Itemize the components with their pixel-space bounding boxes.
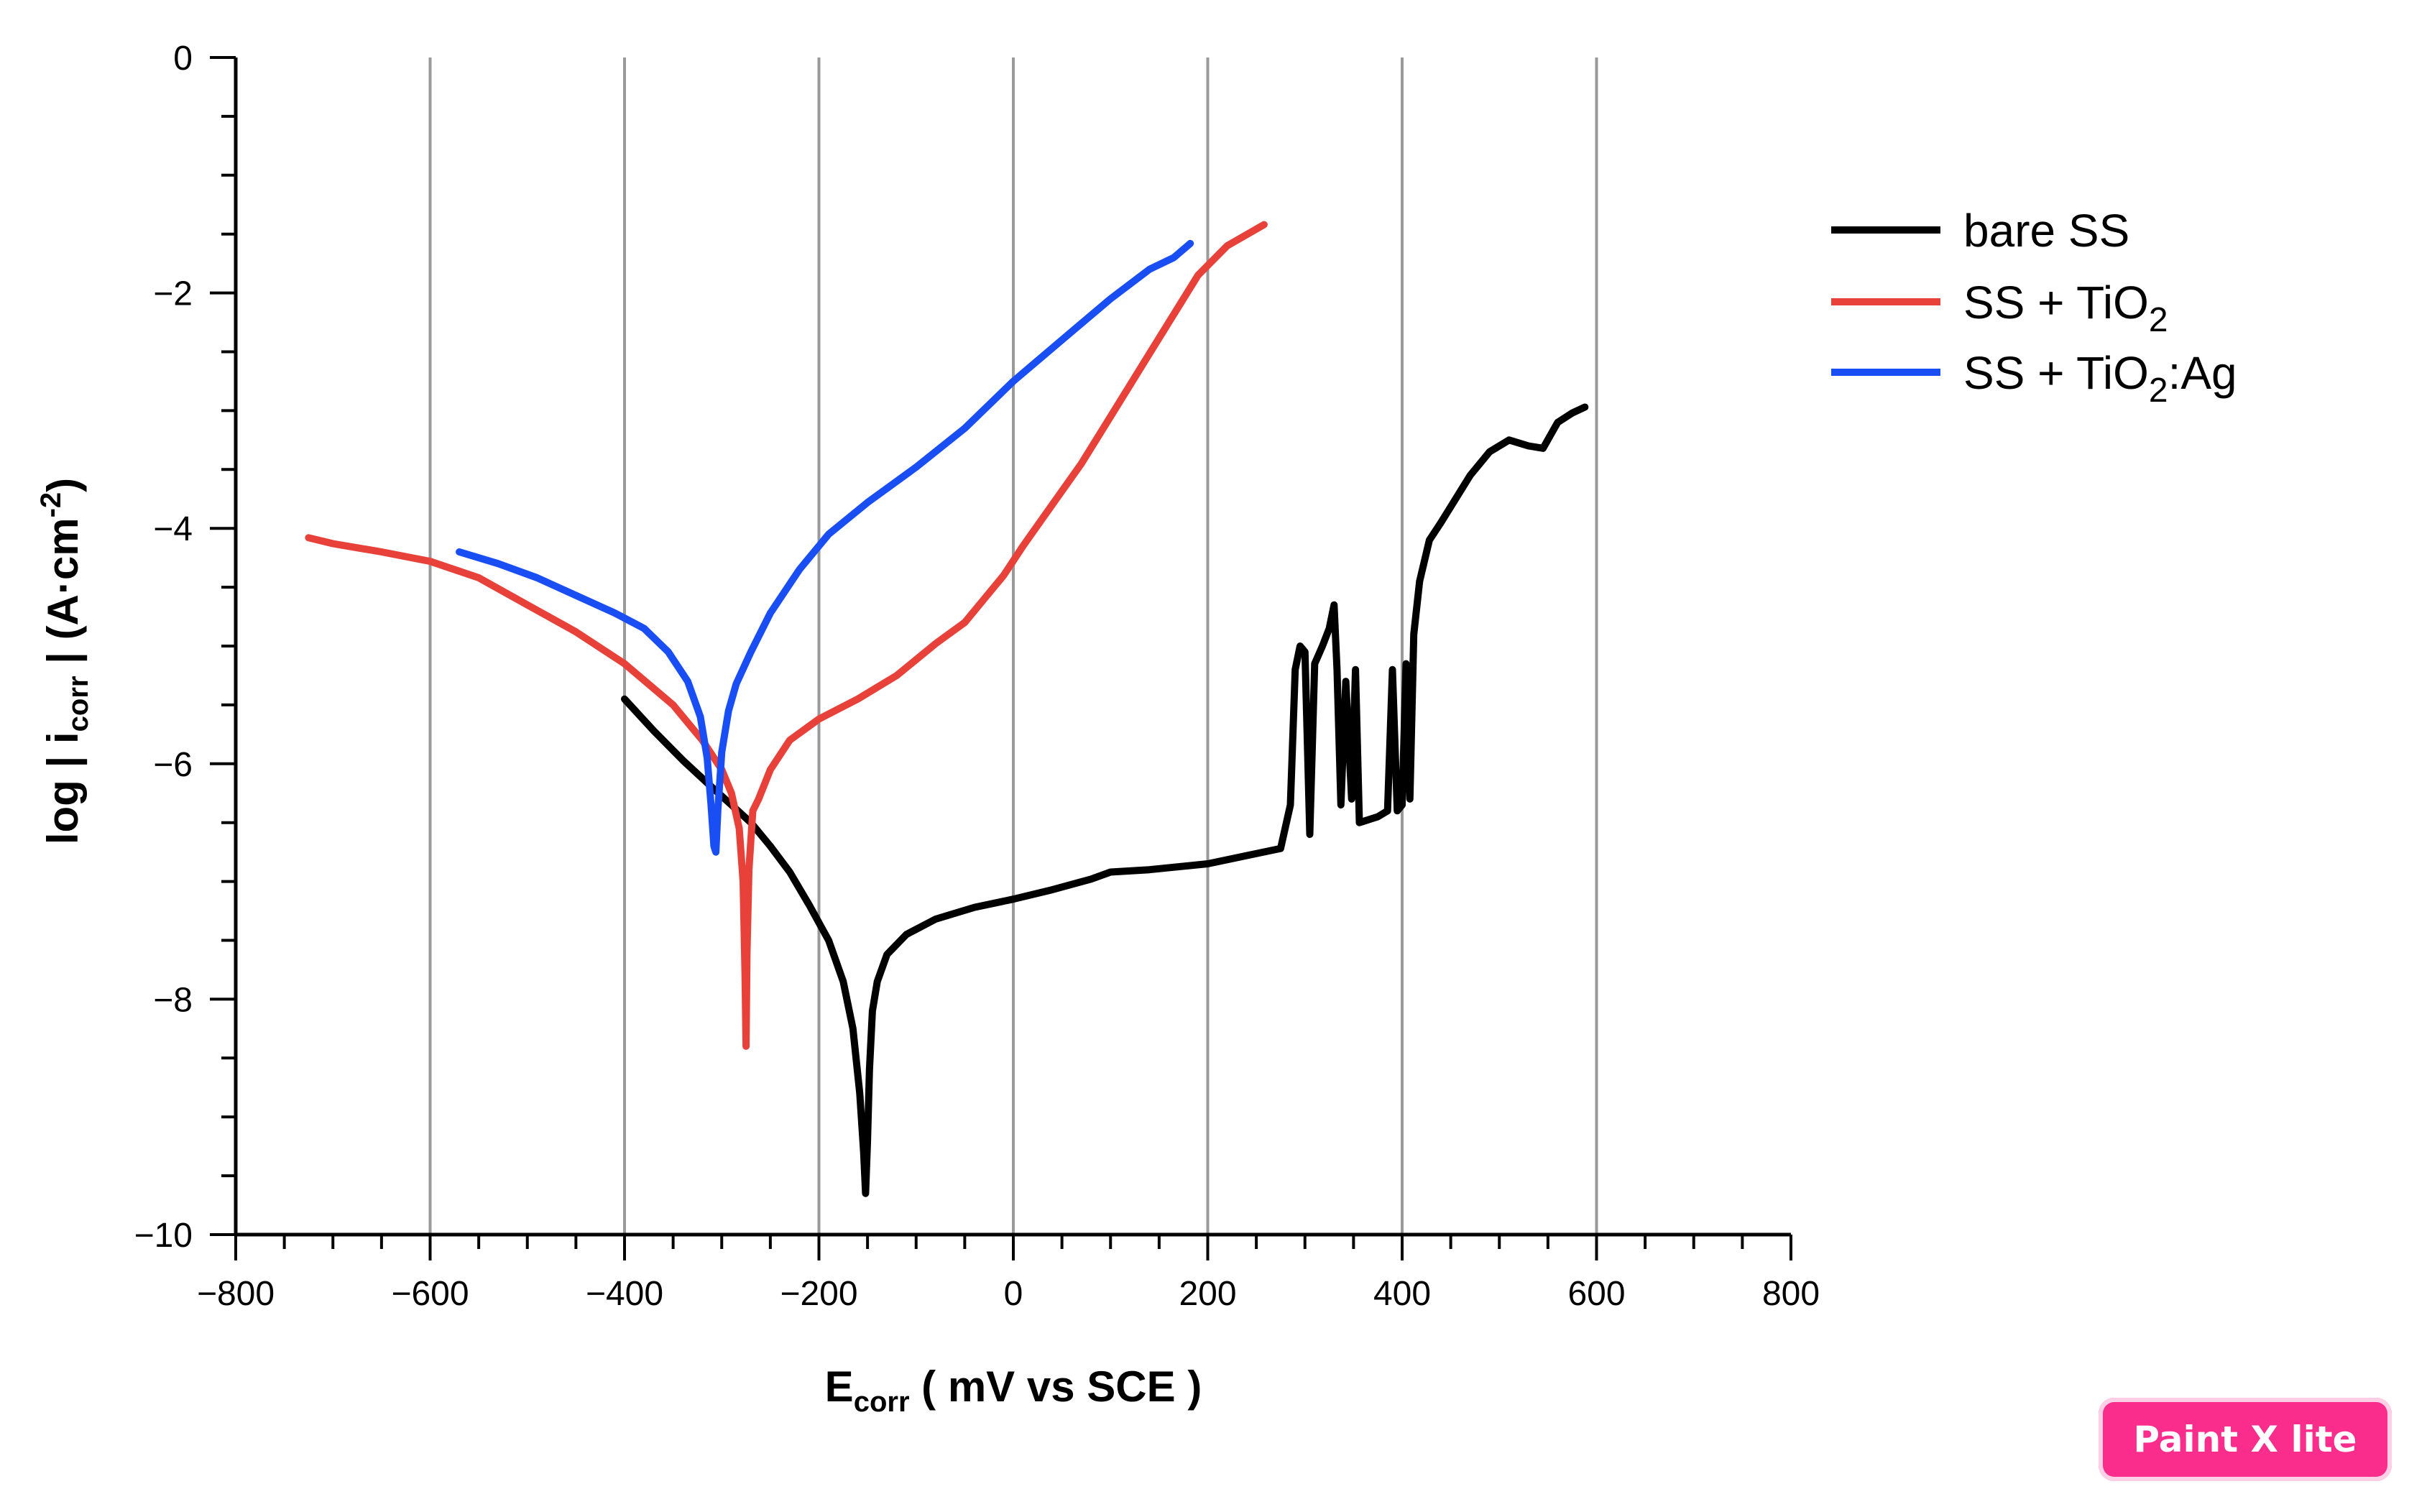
y-tick-label: 0 (173, 40, 193, 78)
x-axis-label: Ecorr ( mV vs SCE ) (825, 1363, 1202, 1418)
y-axis-label-mid: | (A·cm (39, 517, 88, 676)
y-tick-label: −10 (134, 1217, 193, 1255)
axes (210, 56, 1792, 1260)
legend-label-ss-tio2-ag-post: :Ag (2168, 347, 2237, 399)
series-group (305, 221, 1589, 1197)
y-axis-label-sub: corr (63, 676, 94, 732)
x-tick-label: 400 (1373, 1275, 1431, 1313)
x-tick-label: −600 (391, 1275, 469, 1313)
series-ss-tio2-line (305, 221, 1268, 1050)
x-tick-label: 600 (1567, 1275, 1625, 1313)
y-tick-label: −8 (153, 981, 193, 1019)
x-tick-label: −400 (586, 1275, 663, 1313)
y-tick-label: −2 (153, 275, 193, 313)
legend-label-ss-tio2-ag-sub: 2 (2149, 372, 2168, 410)
x-tick-label: −800 (197, 1275, 275, 1313)
x-tick-label: 800 (1762, 1275, 1820, 1313)
y-axis-label: log | icorr | (A·cm-2) (35, 478, 94, 844)
x-axis-label-sub: corr (854, 1386, 910, 1418)
series-bare-ss-line (621, 403, 1589, 1197)
legend-label-ss-tio2-ag-text: SS + TiO (1963, 347, 2149, 399)
legend: bare SS SS + TiO2 SS + TiO2:Ag (1831, 205, 2237, 410)
paint-x-lite-badge: Paint X lite (2099, 1398, 2392, 1481)
y-tick-label: −6 (153, 746, 193, 784)
legend-label-ss-tio2-ag: SS + TiO2:Ag (1963, 347, 2237, 410)
x-tick-label: −200 (780, 1275, 857, 1313)
x-axis-label-rest: ( mV vs SCE ) (910, 1363, 1202, 1411)
grid-lines (428, 57, 1598, 1235)
legend-label-ss-tio2: SS + TiO2 (1963, 277, 2168, 339)
y-axis-label-sup: -2 (35, 492, 67, 518)
y-axis-label-post: ) (39, 478, 87, 492)
series-ss-tio2-ag-line (456, 239, 1194, 856)
legend-label-bare-ss-text: bare SS (1963, 205, 2129, 257)
legend-label-ss-tio2-text: SS + TiO (1963, 277, 2149, 328)
x-axis-label-main: E (825, 1363, 854, 1411)
x-tick-label: 0 (1004, 1275, 1023, 1313)
tick-labels: −800 −600 −400 −200 0 200 400 600 800 0 −2 −4 −6 −8 −1… (134, 40, 1820, 1313)
y-axis-label-pre: log | i (39, 732, 88, 844)
y-tick-label: −4 (153, 510, 193, 548)
x-tick-label: 200 (1179, 1275, 1236, 1313)
legend-label-ss-tio2-sub: 2 (2149, 301, 2168, 339)
legend-label-bare-ss: bare SS (1963, 205, 2129, 257)
